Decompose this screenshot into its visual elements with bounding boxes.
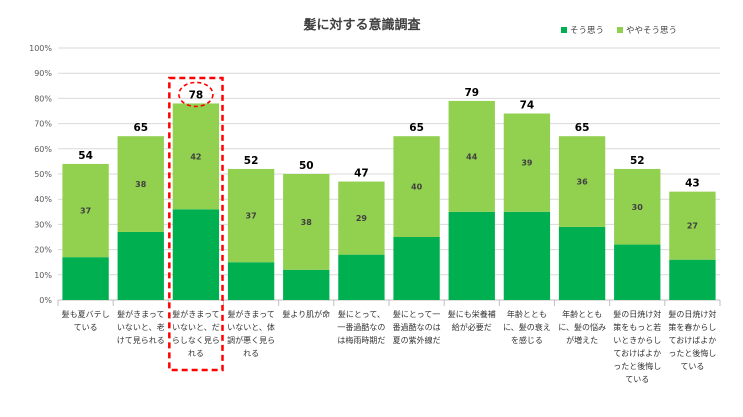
bar-segment-yaya-sou-omou bbox=[393, 136, 440, 237]
bar-segment-sou-omou bbox=[227, 262, 275, 300]
highlight-dashed-circle bbox=[178, 81, 214, 108]
total-data-label: 52 bbox=[244, 155, 259, 167]
chart-title: 髪に対する意識調査 bbox=[302, 17, 421, 33]
y-tick-label: 10% bbox=[34, 271, 52, 280]
bar-segment-yaya-sou-omou bbox=[227, 168, 275, 263]
bar-segment-sou-omou bbox=[62, 257, 109, 300]
bar-segment-sou-omou bbox=[172, 209, 220, 300]
y-tick-label: 60% bbox=[34, 145, 52, 154]
bar-segment-sou-omou bbox=[558, 226, 606, 300]
segment-data-label: 37 bbox=[80, 207, 91, 216]
bar-segment-sou-omou bbox=[448, 211, 495, 300]
data-labels: 37 54 38 65 42 78 37 52 38 50 29 47 40 65 44 79 39 74 36 65… bbox=[78, 87, 699, 231]
bar-segment-yaya-sou-omou bbox=[172, 103, 220, 210]
total-data-label: 52 bbox=[630, 155, 645, 167]
bars bbox=[62, 100, 716, 300]
bar-segment-yaya-sou-omou bbox=[558, 136, 606, 227]
y-tick-label: 0% bbox=[39, 296, 52, 305]
bar-segment-yaya-sou-omou bbox=[503, 113, 551, 212]
category-label: 髪がきまっていないと、体調が悪く見られる bbox=[227, 310, 276, 358]
bar-segment-sou-omou bbox=[283, 269, 330, 300]
bar-segment-yaya-sou-omou bbox=[62, 163, 109, 258]
category-label: 髪の日焼け対策を春からしておけばよかったと後悔している bbox=[668, 310, 717, 371]
total-data-label: 74 bbox=[520, 100, 535, 112]
legend-label-yaya-sou-omou: ややそう思う bbox=[626, 26, 677, 36]
bar-segment-sou-omou bbox=[614, 244, 661, 300]
segment-data-label: 27 bbox=[687, 222, 698, 231]
total-data-label: 65 bbox=[575, 122, 590, 134]
total-data-label: 54 bbox=[78, 150, 93, 162]
highlight-annotation bbox=[168, 76, 224, 372]
y-tick-label: 90% bbox=[34, 69, 52, 78]
legend-swatch-yaya-sou-omou bbox=[617, 27, 623, 33]
y-tick-label: 40% bbox=[34, 195, 52, 204]
bar-segment-sou-omou bbox=[503, 211, 551, 300]
category-label: 髪も夏バテしている bbox=[61, 310, 110, 332]
segment-data-label: 29 bbox=[356, 214, 368, 223]
total-data-label: 43 bbox=[685, 178, 700, 190]
y-tick-label: 20% bbox=[34, 246, 52, 255]
category-label: 髪にとって、一番過酷なのは梅雨時期だ bbox=[337, 310, 386, 345]
segment-data-label: 36 bbox=[577, 178, 589, 187]
y-tick-label: 70% bbox=[34, 120, 52, 129]
segment-data-label: 38 bbox=[301, 218, 313, 227]
total-data-label: 65 bbox=[409, 122, 424, 134]
category-label: 髪より肌が命 bbox=[282, 310, 331, 319]
bar-segment-sou-omou bbox=[338, 254, 385, 300]
category-label: 髪の日焼け対策をもっと若いときからしておけばよかったと後悔している bbox=[613, 310, 662, 384]
y-axis-ticks: 0% 10% 20% 30% 40% 50% 60% 70% 80% 90% 100% bbox=[29, 44, 52, 305]
segment-data-label: 42 bbox=[190, 152, 201, 161]
category-label: 髪がきまっていないと、だらしなく見られる bbox=[171, 310, 220, 358]
bar-segment-yaya-sou-omou bbox=[117, 136, 164, 232]
y-tick-label: 30% bbox=[34, 220, 52, 229]
bar-segment-sou-omou bbox=[393, 237, 440, 300]
category-label: 年齢とともに、髪の悩みが増えた bbox=[558, 310, 606, 345]
segment-data-label: 39 bbox=[521, 159, 533, 168]
segment-data-label: 37 bbox=[246, 212, 257, 221]
bar-segment-yaya-sou-omou bbox=[614, 168, 661, 245]
total-data-label: 50 bbox=[299, 160, 314, 172]
total-data-label: 78 bbox=[189, 89, 204, 101]
category-label: 髪がきまっていないと、老けて見られる bbox=[116, 310, 165, 345]
bar-segment-yaya-sou-omou bbox=[448, 100, 495, 212]
bar-segment-yaya-sou-omou bbox=[338, 181, 385, 255]
bar-segment-yaya-sou-omou bbox=[283, 174, 330, 270]
y-tick-label: 100% bbox=[29, 44, 52, 53]
category-label: 髪にも栄養補給が必要だ bbox=[447, 310, 496, 332]
total-data-label: 65 bbox=[133, 122, 148, 134]
highlight-dashed-box bbox=[168, 76, 224, 372]
segment-data-label: 30 bbox=[632, 203, 644, 212]
segment-data-label: 38 bbox=[135, 180, 147, 189]
bar-segment-sou-omou bbox=[117, 231, 164, 300]
segment-data-label: 40 bbox=[411, 183, 423, 192]
y-tick-label: 50% bbox=[34, 170, 52, 179]
bar-segment-sou-omou bbox=[669, 259, 716, 300]
legend: そう思う ややそう思う bbox=[561, 26, 677, 36]
legend-label-sou-omou: そう思う bbox=[570, 26, 604, 36]
total-data-label: 47 bbox=[354, 168, 369, 180]
legend-swatch-sou-omou bbox=[561, 27, 567, 33]
total-data-label: 79 bbox=[464, 87, 479, 99]
bar-segment-yaya-sou-omou bbox=[669, 191, 716, 260]
category-label: 髪にとって一番過酷なのは夏の紫外線だ bbox=[392, 310, 441, 345]
segment-data-label: 44 bbox=[466, 152, 478, 161]
y-tick-label: 80% bbox=[34, 94, 52, 103]
category-label: 年齢とともに、髪の衰えを感じる bbox=[503, 310, 551, 345]
